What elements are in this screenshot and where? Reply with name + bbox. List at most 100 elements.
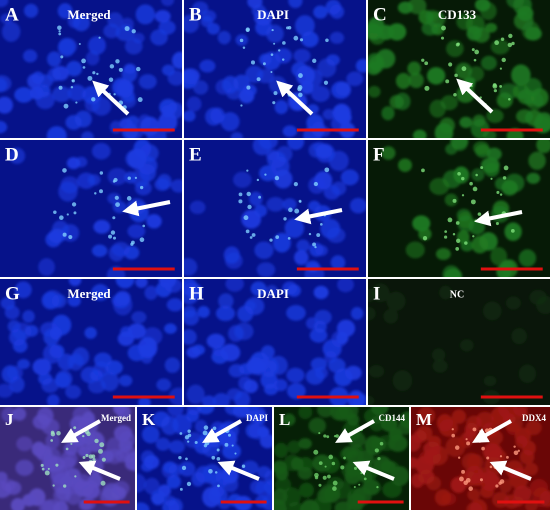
- spot: [452, 232, 456, 236]
- spot: [440, 36, 445, 40]
- cell: [228, 364, 245, 378]
- cell: [22, 310, 35, 323]
- spot: [92, 457, 96, 462]
- spot: [99, 171, 104, 175]
- cell: [167, 407, 184, 417]
- cell: [418, 469, 435, 485]
- cell: [134, 181, 152, 196]
- spot: [513, 445, 516, 448]
- spot: [211, 455, 216, 460]
- cell: [47, 67, 62, 82]
- spot: [328, 454, 334, 460]
- spot: [490, 177, 493, 180]
- spot: [323, 434, 327, 438]
- spot: [445, 79, 450, 84]
- cell: [392, 370, 413, 392]
- cell: [241, 209, 262, 229]
- spot: [241, 464, 246, 468]
- panel-letter: H: [189, 283, 204, 304]
- cell: [22, 49, 38, 63]
- cell: [121, 65, 138, 83]
- spot: [63, 103, 69, 109]
- spot: [243, 215, 249, 221]
- cell: [295, 65, 315, 86]
- cell: [521, 21, 540, 41]
- spot: [325, 38, 329, 43]
- spot: [216, 457, 221, 461]
- spot: [472, 186, 478, 192]
- spot: [231, 444, 234, 447]
- spot: [212, 426, 217, 431]
- spot: [441, 25, 446, 31]
- cell: [22, 493, 37, 507]
- spot: [245, 229, 250, 234]
- cell: [212, 345, 225, 357]
- spot: [58, 30, 61, 33]
- cell: [93, 219, 111, 234]
- spot: [379, 441, 384, 446]
- spot: [461, 176, 465, 181]
- spot: [474, 49, 480, 55]
- micrograph: [184, 0, 366, 138]
- spot: [312, 58, 317, 63]
- cell: [262, 51, 281, 71]
- panel: L CD144: [274, 407, 409, 510]
- cell: [462, 429, 478, 444]
- cells: [0, 407, 135, 510]
- spot: [181, 465, 187, 471]
- cells: [411, 407, 550, 510]
- spot: [475, 173, 478, 177]
- spot: [517, 449, 520, 453]
- cell: [313, 285, 329, 300]
- cell: [8, 147, 26, 164]
- cell: [243, 379, 259, 394]
- cell: [474, 0, 491, 12]
- spot: [131, 240, 135, 245]
- spot: [88, 459, 93, 464]
- cell: [483, 375, 497, 387]
- cell: [311, 85, 330, 103]
- spot: [187, 429, 191, 433]
- spot: [187, 433, 192, 438]
- cell: [226, 388, 242, 401]
- spot: [283, 217, 287, 221]
- arrow: [217, 460, 260, 481]
- spot: [113, 93, 116, 96]
- cell: [283, 454, 301, 471]
- spot: [178, 455, 182, 460]
- spot: [242, 46, 246, 50]
- spot: [466, 441, 471, 446]
- cell: [14, 87, 34, 103]
- spot: [314, 246, 317, 249]
- spot: [240, 104, 243, 107]
- cell: [485, 22, 498, 33]
- micrograph: [368, 279, 550, 405]
- cell: [116, 407, 132, 419]
- spot: [298, 199, 302, 203]
- spot: [99, 189, 103, 194]
- cell: [51, 314, 72, 336]
- cell: [284, 218, 305, 239]
- spot: [98, 36, 101, 39]
- cell: [65, 384, 82, 399]
- cell: [368, 55, 385, 73]
- spot: [455, 221, 460, 225]
- cell: [105, 360, 123, 375]
- micrograph: [411, 407, 550, 510]
- spot: [63, 484, 67, 488]
- cell: [15, 459, 34, 476]
- spot: [470, 199, 476, 205]
- spot: [73, 426, 77, 430]
- spot: [470, 84, 473, 88]
- spot: [246, 85, 251, 90]
- cell: [323, 184, 341, 200]
- spot: [91, 454, 96, 459]
- cell: [120, 17, 134, 31]
- cell: [154, 9, 171, 23]
- cell: [41, 499, 61, 510]
- cell: [87, 174, 101, 186]
- cell: [133, 140, 152, 159]
- cell: [186, 384, 205, 405]
- spot: [287, 237, 291, 240]
- cell: [1, 21, 21, 42]
